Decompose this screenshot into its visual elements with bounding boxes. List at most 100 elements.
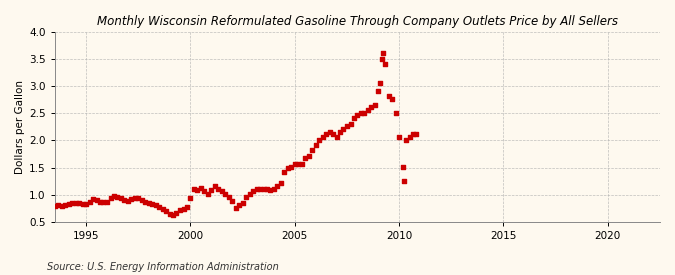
Point	[213, 186, 223, 191]
Point	[202, 192, 213, 196]
Point	[306, 148, 317, 152]
Point	[359, 111, 370, 115]
Point	[157, 207, 168, 211]
Point	[398, 165, 408, 169]
Point	[130, 196, 140, 200]
Point	[411, 132, 422, 137]
Point	[161, 209, 171, 213]
Point	[175, 208, 186, 213]
Point	[168, 213, 179, 217]
Point	[404, 135, 415, 139]
Point	[60, 203, 71, 208]
Point	[375, 81, 385, 85]
Point	[345, 121, 356, 126]
Title: Monthly Wisconsin Reformulated Gasoline Through Company Outlets Price by All Sel: Monthly Wisconsin Reformulated Gasoline …	[97, 15, 618, 28]
Point	[178, 207, 189, 211]
Point	[241, 195, 252, 199]
Point	[147, 202, 158, 207]
Point	[53, 203, 63, 208]
Point	[327, 132, 338, 137]
Point	[143, 201, 154, 205]
Point	[185, 196, 196, 200]
Point	[217, 189, 227, 194]
Point	[269, 186, 279, 191]
Point	[199, 189, 210, 194]
Y-axis label: Dollars per Gallon: Dollars per Gallon	[15, 80, 25, 174]
Point	[209, 184, 220, 188]
Point	[296, 161, 307, 166]
Point	[95, 199, 105, 204]
Point	[356, 111, 367, 115]
Point	[283, 165, 294, 170]
Point	[151, 203, 161, 208]
Point	[171, 211, 182, 215]
Point	[331, 135, 342, 139]
Point	[223, 195, 234, 199]
Point	[303, 153, 314, 158]
Point	[109, 194, 119, 199]
Point	[244, 192, 255, 196]
Point	[369, 102, 380, 107]
Point	[258, 186, 269, 191]
Point	[352, 113, 362, 118]
Point	[192, 188, 202, 192]
Point	[373, 89, 383, 93]
Point	[387, 97, 398, 101]
Point	[77, 202, 88, 207]
Point	[262, 187, 273, 191]
Point	[234, 203, 244, 208]
Point	[67, 201, 78, 205]
Point	[317, 135, 328, 139]
Text: Source: U.S. Energy Information Administration: Source: U.S. Energy Information Administ…	[47, 262, 279, 272]
Point	[272, 184, 283, 188]
Point	[182, 205, 192, 209]
Point	[133, 196, 144, 200]
Point	[338, 127, 349, 131]
Point	[105, 196, 116, 200]
Point	[251, 187, 262, 191]
Point	[293, 161, 304, 166]
Point	[321, 132, 331, 137]
Point	[275, 180, 286, 185]
Point	[310, 143, 321, 147]
Point	[136, 198, 147, 202]
Point	[91, 198, 102, 202]
Point	[366, 105, 377, 109]
Point	[254, 186, 265, 191]
Point	[126, 197, 137, 202]
Point	[88, 197, 99, 202]
Point	[408, 132, 418, 137]
Point	[390, 111, 401, 115]
Point	[220, 192, 231, 196]
Point	[300, 156, 310, 161]
Point	[115, 196, 126, 200]
Point	[401, 138, 412, 142]
Point	[314, 138, 325, 142]
Point	[286, 165, 296, 169]
Point	[188, 187, 199, 191]
Point	[112, 195, 123, 200]
Point	[279, 170, 290, 174]
Point	[102, 199, 113, 204]
Point	[380, 62, 391, 66]
Point	[383, 94, 394, 99]
Point	[49, 204, 60, 208]
Point	[265, 188, 276, 192]
Point	[230, 206, 241, 210]
Point	[378, 51, 389, 55]
Point	[324, 130, 335, 134]
Point	[84, 199, 95, 204]
Point	[154, 204, 165, 209]
Point	[56, 204, 67, 208]
Point	[399, 178, 410, 183]
Point	[377, 56, 387, 61]
Point	[196, 185, 207, 190]
Point	[70, 200, 81, 205]
Point	[164, 211, 175, 216]
Point	[227, 199, 238, 203]
Point	[119, 198, 130, 202]
Point	[362, 108, 373, 112]
Point	[206, 188, 217, 192]
Point	[74, 201, 84, 205]
Point	[63, 202, 74, 207]
